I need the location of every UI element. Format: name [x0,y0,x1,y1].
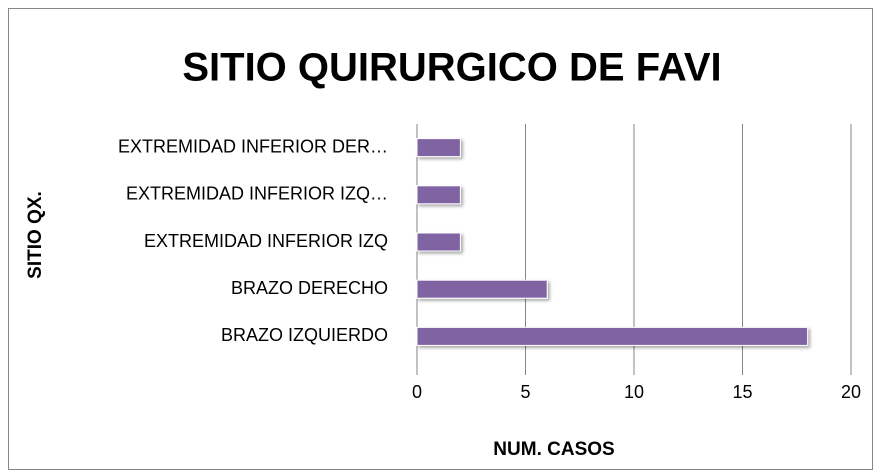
y-tick-label: EXTREMIDAD INFERIOR IZQ… [126,184,388,204]
x-tick-label: 5 [520,382,530,402]
y-axis-title: SITIO QX. [25,191,46,279]
x-tick-label: 15 [732,382,752,402]
x-tick-label: 20 [841,382,861,402]
bar [416,279,548,299]
x-tick-label: 0 [412,382,422,402]
bar [416,138,461,158]
y-tick-label: BRAZO DERECHO [231,278,388,298]
x-tick-label: 10 [624,382,644,402]
y-tick-label: BRAZO IZQUIERDO [221,325,388,345]
bar [416,232,461,252]
y-tick-label: EXTREMIDAD INFERIOR IZQ [144,231,388,251]
x-axis-title: NUM. CASOS [493,439,614,460]
chart-title: SITIO QUIRURGICO DE FAVI [182,46,721,90]
bar [416,326,809,346]
bar [416,185,461,205]
y-tick-label: EXTREMIDAD INFERIOR DER… [118,136,388,156]
